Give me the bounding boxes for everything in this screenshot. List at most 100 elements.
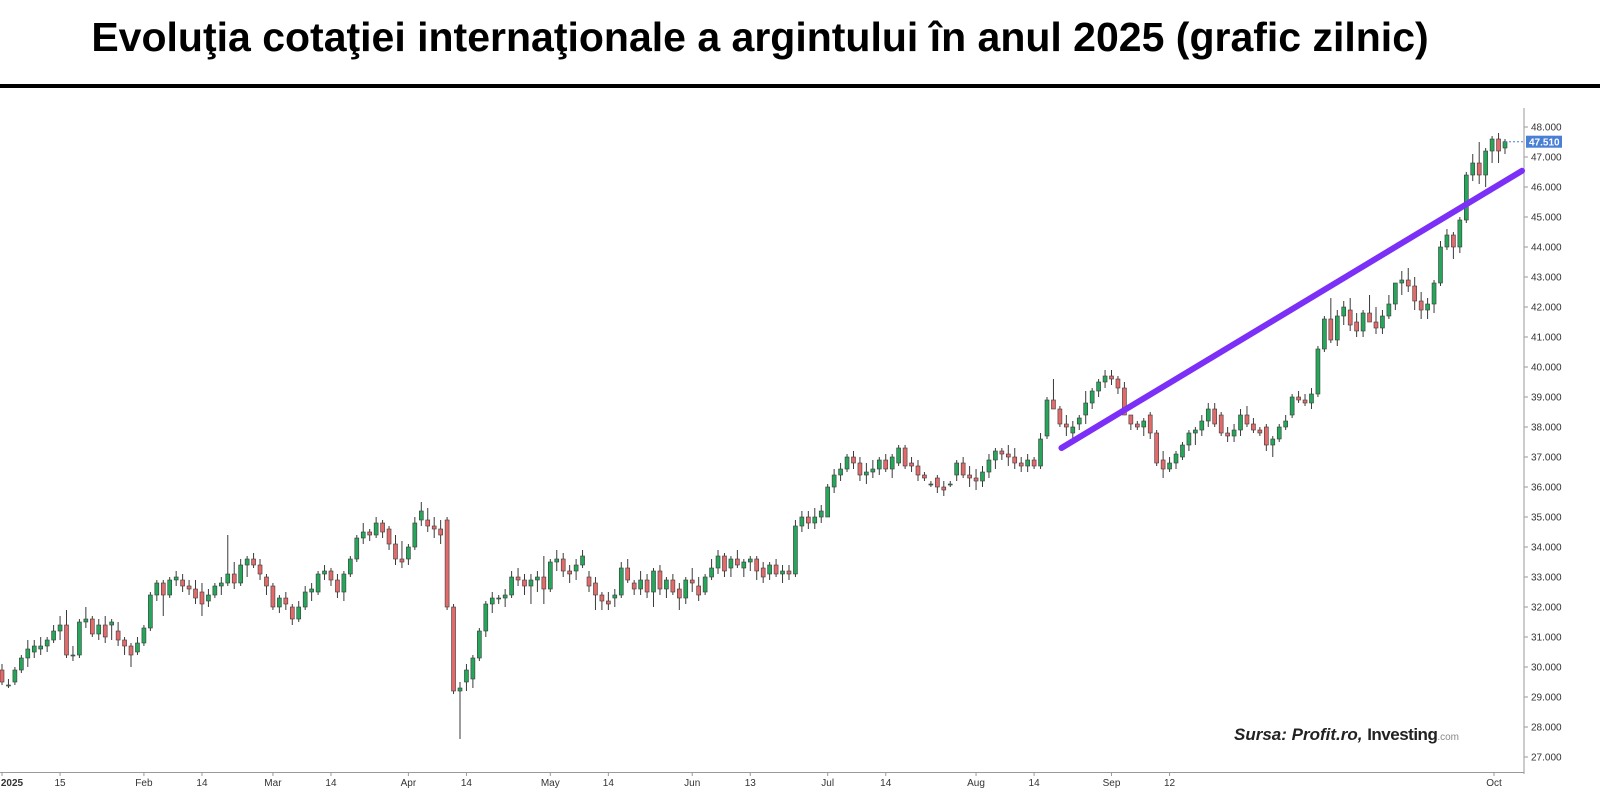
candle-body-up: [1470, 162, 1476, 176]
candle-body-up: [1270, 438, 1276, 446]
candle: [1238, 409, 1243, 436]
candle: [1089, 388, 1095, 409]
candle-body-down: [806, 516, 811, 524]
candle: [599, 592, 605, 610]
candle-body-up: [831, 474, 837, 488]
candle: [1386, 295, 1392, 319]
candle-body-up: [1360, 312, 1366, 332]
candle-body-down: [883, 459, 889, 470]
candle-body-down: [657, 570, 663, 590]
candle: [915, 460, 921, 481]
candle-body-up: [1238, 414, 1243, 431]
candle: [631, 580, 637, 595]
candle-body-up: [618, 567, 624, 596]
candle-body-up: [1231, 429, 1237, 437]
candle-body-up: [709, 567, 714, 578]
candle: [722, 553, 727, 577]
candle: [431, 517, 437, 538]
candle-body-down: [270, 585, 276, 608]
candle-body-down: [1122, 387, 1127, 416]
candle: [477, 628, 482, 661]
candle-body-up: [1173, 453, 1179, 464]
candle-body-up: [83, 618, 89, 623]
candle: [1444, 229, 1450, 250]
candle: [1193, 427, 1198, 445]
candle: [689, 568, 695, 592]
candle: [1309, 388, 1314, 409]
candle-body-down: [735, 558, 740, 566]
candle-body-up: [896, 447, 901, 464]
candle: [509, 571, 514, 598]
candle-body-up: [309, 588, 314, 593]
candle-body-up: [638, 579, 643, 590]
candle-body-up: [6, 684, 11, 687]
last-price-badge: [1526, 135, 1562, 148]
candle-body-down: [444, 519, 450, 608]
candle: [354, 535, 360, 562]
candle-body-down: [1109, 375, 1114, 380]
candle: [1457, 217, 1463, 253]
candle-body-down: [515, 576, 521, 581]
candle-body-down: [122, 639, 127, 647]
candle: [780, 565, 785, 583]
candle-body-down: [593, 582, 598, 596]
candle: [793, 520, 798, 577]
candle: [1025, 454, 1030, 472]
candle-body-down: [257, 564, 263, 575]
x-tick-label: Jun: [684, 778, 700, 789]
candle: [1463, 172, 1469, 223]
candle: [1070, 421, 1076, 439]
candle-body-up: [980, 471, 985, 482]
candle-body-up: [664, 579, 669, 590]
candle: [1276, 424, 1282, 442]
candle-body-up: [1193, 429, 1198, 434]
candle-body-up: [173, 576, 179, 581]
time-axis: 2025 15 Feb 14 Mar 14 Apr 14 May 14 Jun 13 Jul 14 Aug 1…: [1, 772, 1502, 789]
candle-body-up: [154, 582, 160, 596]
candle-body-up: [31, 645, 37, 653]
x-tick-label: 15: [54, 778, 66, 789]
candle-body-up: [348, 558, 353, 575]
y-tick-label: 27.000: [1531, 753, 1562, 764]
y-tick-label: 40.000: [1531, 363, 1562, 374]
candle-body-up: [702, 576, 708, 593]
candle-body-down: [1147, 414, 1153, 434]
candle: [115, 622, 121, 646]
candle-body-down: [115, 630, 121, 641]
candlestick-chart: 48.000 47.000 46.000 45.000 44.000 43.000 42.0…: [0, 108, 1562, 789]
candle-series: [0, 133, 1508, 739]
candle: [238, 559, 243, 586]
candle-body-down: [1218, 414, 1224, 434]
candle: [954, 460, 959, 481]
candle-body-down: [335, 579, 340, 593]
candle-body-up: [1489, 138, 1495, 152]
candle: [773, 559, 779, 577]
candle-body-down: [909, 462, 914, 467]
candle: [1302, 394, 1308, 406]
candle-body-down: [186, 585, 192, 590]
candle-body-up: [496, 597, 501, 600]
candle-body-up: [57, 624, 63, 632]
candle-body-up: [135, 642, 140, 653]
candle-body-up: [1199, 420, 1205, 431]
candle: [0, 664, 5, 685]
candle-body-up: [651, 570, 656, 593]
candle: [657, 565, 663, 595]
candle: [1083, 391, 1089, 424]
candle-body-down: [289, 606, 295, 620]
candle-body-up: [244, 558, 250, 566]
candle-body-down: [567, 570, 572, 575]
candle: [457, 682, 463, 739]
candle: [993, 448, 998, 469]
candle-body-down: [941, 486, 947, 491]
candle: [502, 589, 508, 607]
candle-body-up: [1309, 393, 1314, 404]
candle: [64, 610, 69, 658]
candle-body-down: [999, 450, 1005, 455]
x-tick-label: Oct: [1486, 778, 1502, 789]
candle: [902, 445, 908, 469]
candle: [1141, 418, 1147, 436]
candle: [760, 562, 766, 583]
candle: [876, 457, 882, 475]
candle: [1496, 133, 1501, 163]
